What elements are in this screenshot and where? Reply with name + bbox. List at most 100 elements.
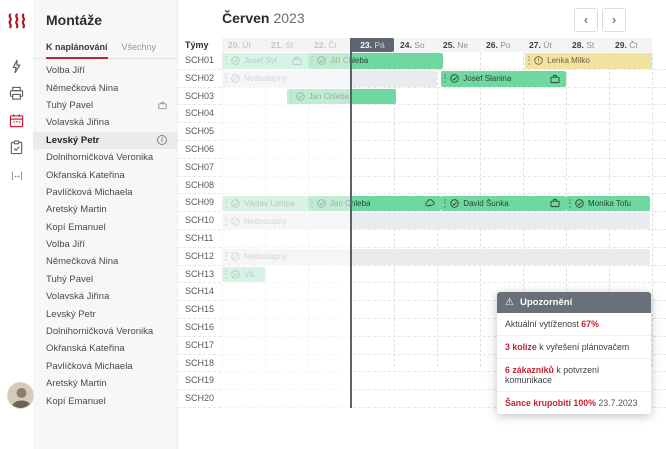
schedule-row: SCH09 [178, 194, 666, 213]
person-list-item[interactable]: Kopí Emanuel [33, 392, 177, 409]
drag-handle[interactable] [225, 198, 227, 208]
person-name: Levský Petr [46, 134, 100, 146]
schedule-bar-josef-syr[interactable]: Josef Syr [222, 53, 308, 69]
schedule-bar-nedostupn-[interactable]: Nedostupný [222, 249, 650, 265]
drag-handle[interactable] [225, 270, 227, 280]
person-list-item[interactable]: Volba Jiří [33, 62, 177, 79]
cloud-icon [425, 198, 435, 208]
notification-item: 3 kolize k vyřešení plánovačem [497, 336, 651, 359]
schedule-row: SCH11 [178, 230, 666, 248]
tab-to-plan[interactable]: K naplánování [46, 38, 108, 59]
notification-item: Aktuální vytíženost 67% [497, 313, 651, 336]
person-list-item[interactable]: Volavská Jiřina [33, 114, 177, 131]
unavailable-icon [231, 252, 240, 261]
drag-handle[interactable] [225, 252, 227, 262]
flash-icon[interactable] [8, 58, 25, 75]
resize-icon[interactable]: |↔| [11, 169, 23, 180]
person-list-item[interactable]: Okřanská Kateřina [33, 166, 177, 183]
schedule-bar-v-clav-lampa[interactable]: Václav Lampa [222, 195, 308, 212]
today-marker-line [350, 38, 352, 408]
person-list-item[interactable]: Aretský Martin [33, 375, 177, 392]
team-label: SCH10 [185, 215, 215, 226]
info-icon[interactable]: i [157, 135, 167, 146]
check-circle-icon [231, 270, 240, 279]
schedule-row: SCH05 [178, 123, 666, 141]
schedule-bar-jan-chleba[interactable]: Jan Chleba [286, 88, 397, 105]
person-list-item[interactable]: Aretský Martin [33, 201, 177, 218]
clipboard-icon[interactable] [8, 139, 25, 156]
notification-title: Upozornění [519, 297, 573, 308]
schedule-bar-lenka-milko[interactable]: Lenka Milko [525, 53, 652, 69]
schedule-bar-ji-chleba[interactable]: Jiří Chleba [308, 53, 444, 69]
person-list-item[interactable]: Kopí Emanuel [33, 219, 177, 236]
drag-handle[interactable] [444, 198, 447, 208]
drag-handle[interactable] [444, 74, 447, 84]
schedule-bar-nedostupn-[interactable]: Nedostupný [222, 71, 437, 87]
next-week-button[interactable]: › [602, 8, 626, 32]
schedule-bar-josef-slanina[interactable]: Josef Slanina [441, 71, 566, 87]
notification-item: 6 zákazníků k potvrzení komunikace [497, 359, 651, 392]
person-list-item[interactable]: Němečková Nina [33, 79, 177, 96]
schedule-row: SCH16 [178, 319, 666, 337]
schedule-row: SCH10 [178, 212, 666, 230]
scheduler: Červen 2023 ‹ › Týmy 20. Út 21. St 22. Čt 23… [178, 0, 666, 449]
person-name: Pavlíčková Michaela [46, 186, 133, 198]
month-name: Červen [222, 10, 270, 26]
person-name: Dolnihorničková Veronika [46, 326, 154, 338]
drag-handle[interactable] [289, 92, 292, 102]
bar-label: Václav Lampa [244, 198, 295, 208]
person-list-item[interactable]: Tuhý Pavel [33, 97, 177, 114]
person-name: Okřanská Kateřina [46, 169, 125, 181]
unavailable-icon [231, 74, 240, 83]
bar-label: Vá.. [244, 270, 259, 280]
person-list-item[interactable]: Levský Petr [33, 305, 177, 322]
tab-all[interactable]: Všechny [121, 42, 157, 52]
person-list-item[interactable]: Volba Jiří [33, 236, 177, 253]
check-circle-icon [317, 56, 326, 66]
team-label: SCH05 [185, 126, 215, 137]
drag-handle[interactable] [569, 198, 571, 208]
person-list-item[interactable]: Dolnihorničková Veronika [33, 323, 177, 340]
day-header: 24. So [400, 40, 425, 50]
drag-handle[interactable] [225, 74, 227, 84]
drag-handle[interactable] [225, 216, 227, 226]
person-list-item[interactable]: Tuhý Pavel [33, 271, 177, 288]
drag-handle[interactable] [311, 56, 313, 66]
drag-handle[interactable] [311, 198, 313, 208]
person-list-item[interactable]: Volavská Jiřina [33, 288, 177, 305]
calendar-icon[interactable] [8, 112, 25, 129]
schedule-row: SCH02 [178, 70, 666, 88]
person-name: Aretský Martin [46, 378, 107, 390]
printer-icon[interactable] [8, 85, 25, 102]
team-label: SCH20 [185, 393, 215, 404]
unavailable-icon [231, 216, 240, 226]
check-circle-icon [295, 92, 305, 101]
schedule-row: SCH08 [178, 177, 666, 195]
person-list-item[interactable]: Levský Petr i [33, 131, 177, 149]
panel-tabs: K naplánování Všechny [33, 38, 177, 59]
person-name: Volba Jiří [46, 239, 86, 251]
brand-logo-icon[interactable] [7, 12, 27, 36]
person-name: Volba Jiří [46, 65, 86, 77]
person-list-item[interactable]: Němečková Nina [33, 253, 177, 270]
schedule-bar-jan-chleba[interactable]: Jan Chleba [308, 195, 442, 212]
person-list-item[interactable]: Dolnihorničková Veronika [33, 149, 177, 166]
drag-handle[interactable] [528, 56, 531, 66]
person-list-item[interactable]: Pavlíčková Michaela [33, 184, 177, 201]
person-list-item[interactable]: Okřanská Kateřina [33, 340, 177, 357]
person-name: Tuhý Pavel [46, 99, 94, 111]
schedule-bar-nedostupn-[interactable]: Nedostupný [222, 213, 650, 229]
drag-handle[interactable] [225, 56, 227, 66]
person-name: Kopí Emanuel [46, 395, 106, 407]
team-label: SCH13 [185, 268, 215, 279]
schedule-row: SCH17 [178, 337, 666, 355]
schedule-row: SCH07 [178, 159, 666, 177]
schedule-bar-david-unka[interactable]: David Šunka [441, 195, 566, 212]
assembly-panel: Montáže K naplánování Všechny Volba Jiří N… [33, 0, 178, 449]
schedule-bar-monika-tofu[interactable]: Monika Tofu [566, 195, 650, 212]
user-avatar[interactable] [7, 382, 34, 409]
team-label: SCH09 [185, 197, 215, 208]
schedule-bar-v-[interactable]: Vá.. [222, 266, 265, 283]
prev-week-button[interactable]: ‹ [574, 8, 598, 32]
person-list-item[interactable]: Pavlíčková Michaela [33, 358, 177, 375]
